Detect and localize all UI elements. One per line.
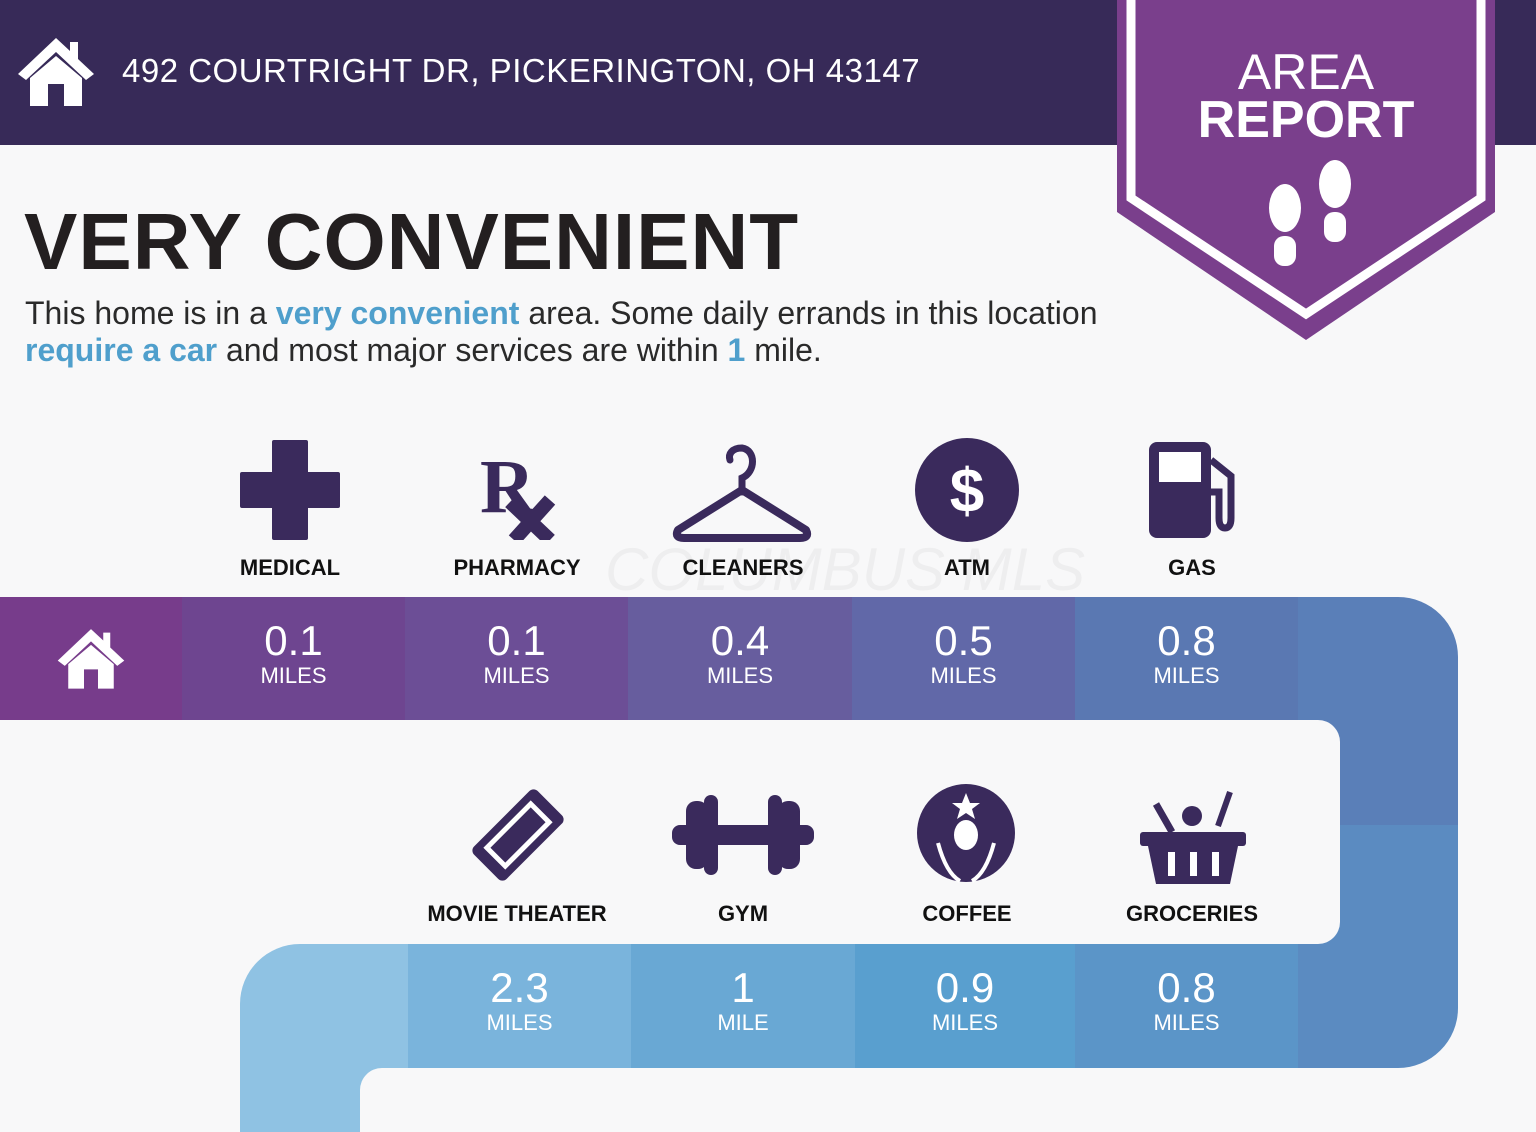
svg-text:$: $ xyxy=(950,457,984,526)
description: This home is in a very convenient area. … xyxy=(25,295,1098,368)
home-cell xyxy=(0,597,182,720)
gas-pump-icon xyxy=(1149,442,1235,538)
distance-movie-theater: 2.3 MILES xyxy=(408,944,631,1068)
label-cleaners: CLEANERS xyxy=(682,555,804,580)
label-atm: ATM xyxy=(943,555,991,580)
house-icon xyxy=(57,629,125,689)
starbucks-logo-icon xyxy=(917,784,1015,883)
convenience-rating: VERY CONVENIENT xyxy=(24,197,800,286)
distance-cleaners: 0.4 MILES xyxy=(628,597,852,720)
badge-line1: AREA xyxy=(1237,44,1375,100)
dollar-icon: $ xyxy=(915,438,1019,542)
route-gap xyxy=(0,720,1340,944)
label-medical: MEDICAL xyxy=(239,555,341,580)
property-address: 492 COURTRIGHT DR, PICKERINGTON, OH 4314… xyxy=(122,52,921,89)
distance-atm: 0.5 MILES xyxy=(852,597,1075,720)
watermark: COLUMBUS MLS xyxy=(605,535,1085,604)
label-gym: GYM xyxy=(717,901,769,926)
distance-medical: 0.1 MILES xyxy=(182,597,405,720)
label-groceries: GROCERIES xyxy=(1125,901,1259,926)
hanger-icon xyxy=(672,444,812,542)
ticket-icon xyxy=(472,789,564,881)
label-coffee: COFFEE xyxy=(922,901,1012,926)
badge-line2: REPORT xyxy=(1197,91,1415,149)
medical-cross-icon xyxy=(240,440,340,540)
distance-coffee: 0.9 MILES xyxy=(855,944,1075,1068)
footprints-icon xyxy=(1269,160,1351,266)
rx-icon: R xyxy=(480,445,556,540)
label-pharmacy: PHARMACY xyxy=(453,555,581,580)
route-gap xyxy=(360,1068,1536,1132)
distance-pharmacy: 0.1 MILES xyxy=(405,597,628,720)
dumbbell-icon xyxy=(672,795,814,875)
distance-gym: 1 MILE xyxy=(631,944,855,1068)
distance-gas: 0.8 MILES xyxy=(1075,597,1298,720)
house-icon xyxy=(18,38,94,106)
label-gas: GAS xyxy=(1168,555,1216,580)
grocery-basket-icon xyxy=(1140,791,1246,884)
badge-title: AREA REPORT xyxy=(1117,44,1495,149)
label-movie-theater: MOVIE THEATER xyxy=(427,901,607,926)
area-report-badge xyxy=(1117,0,1495,340)
distance-groceries: 0.8 MILES xyxy=(1075,944,1298,1068)
